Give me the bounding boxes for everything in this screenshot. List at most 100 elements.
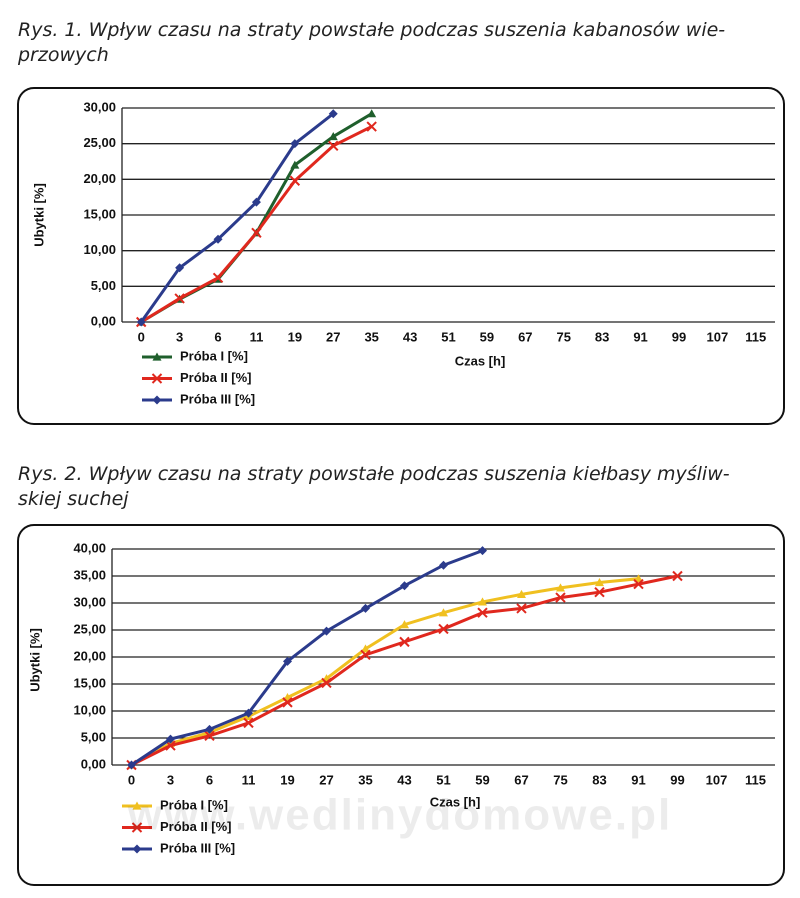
marker — [174, 293, 185, 304]
x-tick-label: 27 — [319, 772, 333, 787]
x-tick-label: 19 — [288, 329, 302, 344]
y-tick-label: 10,00 — [73, 702, 106, 717]
marker — [322, 626, 331, 636]
x-tick-label: 91 — [631, 772, 645, 787]
y-axis-label: Ubytki [%] — [31, 183, 46, 247]
marker — [438, 623, 449, 635]
legend-marker — [131, 822, 143, 833]
marker — [439, 560, 448, 570]
y-tick-label: 0,00 — [91, 313, 116, 328]
x-tick-label: 11 — [242, 772, 256, 787]
x-tick-label: 115 — [745, 329, 766, 344]
series-line — [130, 577, 639, 767]
marker — [205, 724, 214, 734]
marker — [595, 577, 604, 587]
x-tick-label: 83 — [595, 329, 609, 344]
legend-marker — [132, 801, 142, 810]
x-tick-label: 75 — [557, 329, 571, 344]
marker — [166, 734, 175, 744]
series-line — [130, 574, 678, 767]
legend-label: Próba II [%] — [180, 370, 252, 385]
legend-label: Próba II [%] — [160, 819, 232, 834]
marker — [251, 227, 262, 239]
x-tick-label: 43 — [397, 772, 411, 787]
marker — [400, 620, 409, 629]
x-axis-label: Czas [h] — [430, 794, 481, 809]
legend-marker — [152, 352, 162, 361]
figure-caption: Rys. 1. Wpływ czasu na straty powstałe p… — [18, 19, 726, 66]
marker — [244, 708, 253, 718]
marker — [175, 263, 185, 273]
x-axis-label: Czas [h] — [455, 353, 506, 368]
marker — [517, 589, 526, 598]
marker — [289, 175, 301, 186]
legend-label: Próba III [%] — [180, 391, 255, 406]
marker — [213, 234, 223, 244]
y-tick-label: 15,00 — [83, 206, 116, 221]
marker — [127, 760, 136, 770]
x-tick-label: 6 — [206, 772, 213, 787]
marker — [399, 636, 410, 648]
marker — [361, 644, 370, 653]
marker — [478, 546, 487, 556]
x-tick-label: 99 — [670, 772, 684, 787]
marker — [282, 697, 293, 708]
x-tick-label: 107 — [706, 772, 728, 787]
x-tick-label: 6 — [214, 329, 221, 344]
marker — [251, 197, 261, 207]
marker — [136, 317, 146, 327]
marker — [634, 574, 643, 583]
marker — [556, 583, 565, 592]
marker — [672, 570, 683, 582]
x-tick-label: 83 — [592, 772, 606, 787]
y-axis-label: Ubytki [%] — [27, 628, 42, 692]
y-tick-label: 35,00 — [73, 567, 106, 582]
x-tick-label: 11 — [250, 329, 264, 344]
x-tick-label: 99 — [672, 329, 686, 344]
marker — [439, 608, 448, 617]
x-tick-label: 43 — [403, 329, 417, 344]
marker — [633, 578, 644, 590]
watermark: www.wedlinydomowe.pl — [127, 791, 672, 840]
x-tick-label: 3 — [176, 329, 183, 344]
marker — [283, 656, 292, 666]
series-line — [139, 112, 335, 323]
y-tick-label: 5,00 — [81, 729, 106, 744]
marker — [290, 160, 300, 169]
legend-marker — [132, 844, 142, 854]
y-tick-label: 30,00 — [73, 594, 106, 609]
marker — [321, 677, 332, 689]
x-tick-label: 115 — [745, 772, 766, 787]
x-tick-label: 19 — [280, 772, 294, 787]
x-tick-label: 51 — [441, 329, 455, 344]
series-line — [140, 125, 373, 324]
marker — [328, 140, 339, 152]
marker — [204, 730, 215, 742]
chart-frame — [17, 524, 785, 886]
legend-marker — [152, 395, 162, 405]
legend-marker — [151, 373, 163, 384]
x-tick-label: 0 — [138, 329, 145, 344]
y-tick-label: 25,00 — [73, 621, 106, 636]
marker — [360, 649, 371, 661]
marker — [555, 592, 566, 603]
x-tick-label: 107 — [707, 329, 729, 344]
x-tick-label: 91 — [633, 329, 647, 344]
y-tick-label: 20,00 — [83, 171, 116, 186]
marker — [328, 109, 338, 119]
marker — [478, 597, 487, 606]
series-line — [130, 549, 484, 767]
marker — [328, 132, 338, 141]
x-tick-label: 35 — [358, 772, 372, 787]
x-tick-label: 59 — [475, 772, 489, 787]
x-tick-label: 0 — [128, 772, 135, 787]
marker — [243, 717, 254, 729]
y-tick-label: 15,00 — [73, 675, 106, 690]
y-tick-label: 0,00 — [81, 756, 106, 771]
x-tick-label: 67 — [514, 772, 528, 787]
marker — [361, 603, 370, 613]
y-tick-label: 40,00 — [73, 540, 106, 555]
x-tick-label: 27 — [326, 329, 340, 344]
